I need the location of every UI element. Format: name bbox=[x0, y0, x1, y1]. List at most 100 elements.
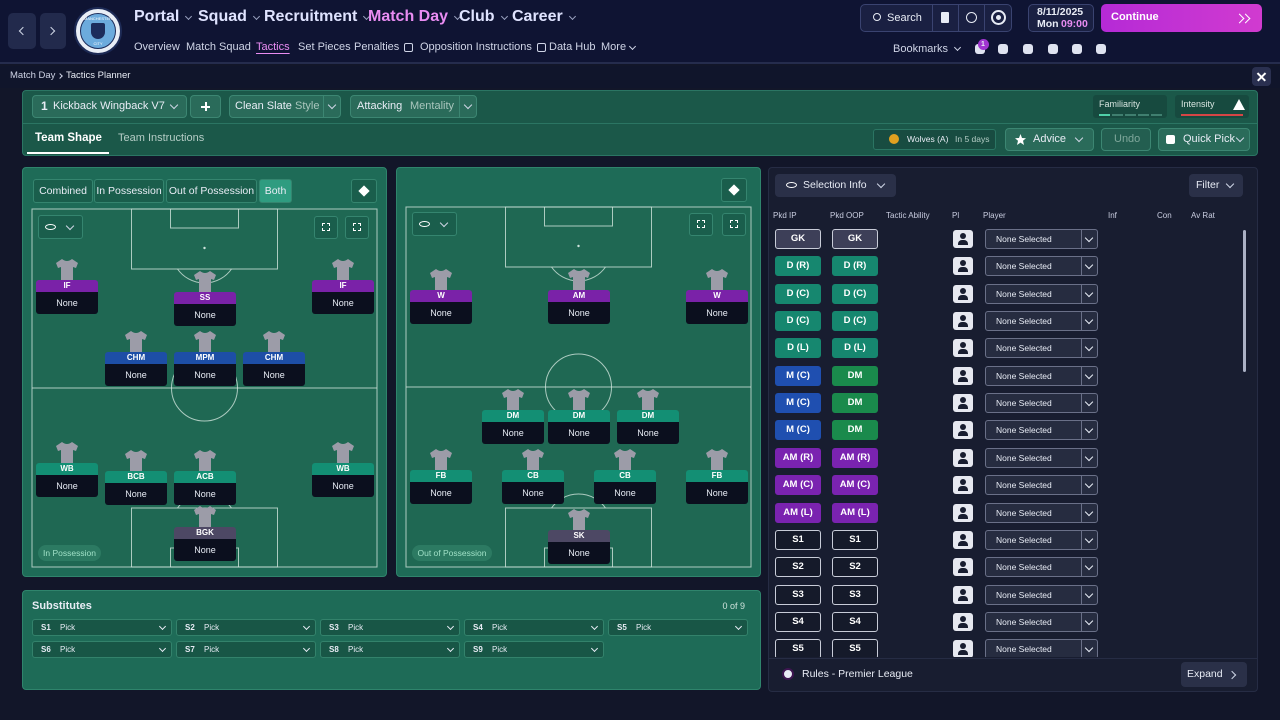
role-badge[interactable]: IF bbox=[312, 280, 374, 292]
back-button[interactable] bbox=[8, 13, 36, 49]
substitute-select[interactable] bbox=[320, 641, 460, 658]
continue-button[interactable] bbox=[1101, 4, 1262, 32]
position-chip[interactable]: D (R) bbox=[832, 256, 878, 277]
player-select[interactable] bbox=[985, 584, 1098, 605]
player-slot[interactable]: None bbox=[174, 483, 236, 505]
role-badge[interactable]: CB bbox=[594, 470, 656, 482]
position-chip[interactable]: M (C) bbox=[775, 365, 821, 386]
position-chip[interactable]: AM (L) bbox=[775, 502, 821, 523]
pitch-tool-button[interactable] bbox=[345, 216, 369, 239]
nav-submenu[interactable]: Data Hub bbox=[549, 41, 596, 53]
role-badge[interactable]: BGK bbox=[174, 527, 236, 539]
position-chip[interactable]: S1 bbox=[775, 529, 821, 550]
position-chip[interactable]: D (L) bbox=[832, 338, 878, 359]
substitute-select[interactable] bbox=[176, 641, 316, 658]
substitute-select[interactable] bbox=[32, 619, 172, 636]
role-badge[interactable]: BCB bbox=[105, 471, 167, 483]
filter-button[interactable] bbox=[166, 179, 257, 203]
player-select[interactable] bbox=[985, 365, 1098, 386]
player-slot[interactable]: None bbox=[502, 482, 564, 504]
search-box[interactable] bbox=[860, 4, 1012, 32]
position-chip[interactable]: DM bbox=[832, 393, 878, 414]
nav-menu[interactable]: Portal bbox=[134, 8, 180, 25]
player-slot[interactable]: None bbox=[36, 292, 98, 314]
role-badge[interactable]: AM bbox=[548, 290, 610, 302]
player-slot[interactable]: None bbox=[686, 482, 748, 504]
nav-submenu[interactable]: Match Squad bbox=[186, 41, 251, 53]
player-select[interactable] bbox=[985, 475, 1098, 496]
position-chip[interactable]: D (R) bbox=[775, 256, 821, 277]
player-select[interactable] bbox=[985, 311, 1098, 332]
role-badge[interactable]: DM bbox=[482, 410, 544, 422]
nav-menu[interactable]: Club bbox=[459, 8, 495, 25]
nav-submenu[interactable]: Overview bbox=[134, 41, 180, 53]
position-chip[interactable]: D (L) bbox=[775, 338, 821, 359]
player-slot[interactable]: None bbox=[174, 304, 236, 326]
column-header[interactable]: Av Rat bbox=[1191, 211, 1215, 220]
player-slot[interactable]: None bbox=[243, 364, 305, 386]
role-badge[interactable]: DM bbox=[548, 410, 610, 422]
nav-submenu[interactable]: Opposition Instructions bbox=[420, 41, 532, 53]
role-badge[interactable]: CHM bbox=[105, 352, 167, 364]
advice-button[interactable] bbox=[1005, 128, 1094, 151]
role-badge[interactable]: SS bbox=[174, 292, 236, 304]
role-badge[interactable]: WB bbox=[36, 463, 98, 475]
player-slot[interactable]: None bbox=[617, 422, 679, 444]
position-chip[interactable]: M (C) bbox=[775, 420, 821, 441]
player-slot[interactable]: None bbox=[410, 482, 472, 504]
substitute-select[interactable] bbox=[608, 619, 748, 636]
undo-button[interactable] bbox=[1101, 128, 1151, 151]
position-chip[interactable]: GK bbox=[775, 229, 821, 249]
nav-submenu[interactable]: Tactics bbox=[256, 41, 290, 53]
nav-menu[interactable]: Squad bbox=[198, 8, 247, 25]
style-select[interactable] bbox=[229, 95, 341, 118]
column-header[interactable]: Pkd OOP bbox=[830, 211, 864, 220]
nav-menu[interactable]: Career bbox=[512, 8, 563, 25]
selection-info-button[interactable] bbox=[775, 174, 896, 197]
pitch-tool-button[interactable] bbox=[722, 213, 746, 236]
position-chip[interactable]: D (C) bbox=[775, 283, 821, 304]
rules-label[interactable]: Rules - Premier League bbox=[802, 668, 913, 680]
player-slot[interactable]: None bbox=[410, 302, 472, 324]
position-chip[interactable]: S2 bbox=[832, 557, 878, 578]
mentality-select[interactable] bbox=[350, 95, 477, 118]
nav-menu[interactable]: Recruitment bbox=[264, 8, 358, 25]
player-select[interactable] bbox=[985, 229, 1098, 249]
player-slot[interactable]: None bbox=[548, 302, 610, 324]
pitch-tool-button[interactable] bbox=[689, 213, 713, 236]
position-chip[interactable]: S1 bbox=[832, 529, 878, 550]
position-chip[interactable]: D (C) bbox=[775, 311, 821, 332]
position-chip[interactable]: AM (C) bbox=[775, 475, 821, 496]
pitch-tool-button[interactable] bbox=[314, 216, 338, 239]
player-slot[interactable]: None bbox=[686, 302, 748, 324]
filter-button[interactable] bbox=[259, 179, 292, 203]
role-badge[interactable]: CHM bbox=[243, 352, 305, 364]
position-chip[interactable]: S3 bbox=[832, 584, 878, 605]
player-select[interactable] bbox=[985, 639, 1098, 657]
column-header[interactable]: Pl bbox=[952, 211, 960, 220]
player-select[interactable] bbox=[985, 529, 1098, 550]
substitute-select[interactable] bbox=[176, 619, 316, 636]
player-select[interactable] bbox=[985, 447, 1098, 468]
role-badge[interactable]: ACB bbox=[174, 471, 236, 483]
bookmarks-label[interactable]: Bookmarks bbox=[893, 43, 949, 55]
filter-button[interactable] bbox=[94, 179, 164, 203]
filter-button[interactable] bbox=[1189, 174, 1243, 197]
role-badge[interactable]: W bbox=[410, 290, 472, 302]
player-slot[interactable]: None bbox=[594, 482, 656, 504]
position-chip[interactable]: D (C) bbox=[832, 283, 878, 304]
player-slot[interactable]: None bbox=[548, 422, 610, 444]
column-header[interactable]: Pkd IP bbox=[773, 211, 797, 220]
role-badge[interactable]: IF bbox=[36, 280, 98, 292]
position-chip[interactable]: S2 bbox=[775, 557, 821, 578]
tab[interactable]: Team Shape bbox=[35, 132, 102, 144]
role-badge[interactable]: MPM bbox=[174, 352, 236, 364]
forward-button[interactable] bbox=[40, 13, 66, 49]
tab[interactable]: Team Instructions bbox=[118, 132, 205, 144]
role-badge[interactable]: DM bbox=[617, 410, 679, 422]
position-chip[interactable]: S5 bbox=[832, 639, 878, 657]
quick-pick-button[interactable] bbox=[1158, 128, 1250, 151]
filter-button[interactable] bbox=[33, 179, 93, 203]
position-chip[interactable]: AM (C) bbox=[832, 475, 878, 496]
expand-button[interactable] bbox=[1181, 662, 1247, 687]
